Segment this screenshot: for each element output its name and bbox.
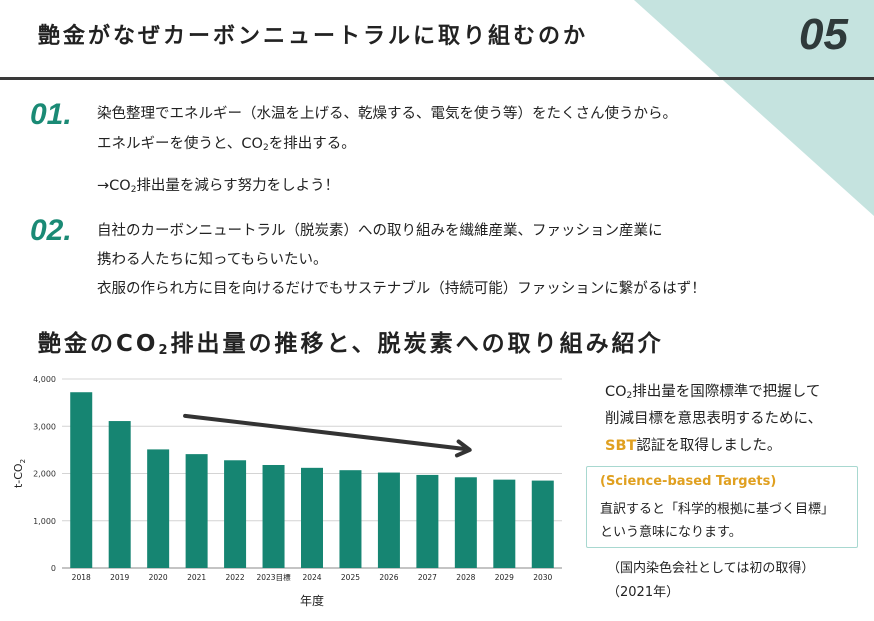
sbt-box-line-1: 直訳すると「科学的根拠に基づく目標」 — [600, 502, 835, 517]
y-tick-label: 1,000 — [33, 517, 56, 526]
x-tick-label: 2023目標 — [256, 572, 291, 582]
side-text-line-2: 削減目標を意思表明するために、 — [605, 411, 823, 427]
x-tick-label: 2030 — [533, 573, 552, 582]
y-tick-label: 4,000 — [33, 375, 56, 384]
x-tick-label: 2021 — [187, 573, 206, 582]
x-tick-label: 2028 — [456, 573, 475, 582]
bar-2021 — [185, 454, 208, 568]
co2-emissions-chart: 0 1,000 2,000 3,000 4,000 2018 2019 2020 2021 202… — [12, 375, 562, 608]
point-02-line-1: 自社のカーボンニュートラル（脱炭素）への取り組みを繊維産業、ファッション産業に — [97, 223, 663, 239]
bar-2025 — [339, 470, 362, 568]
sbt-label: SBT — [605, 438, 637, 454]
bar-2018 — [70, 392, 93, 568]
bar-2023目標 — [262, 464, 285, 568]
point-number-02: 02. — [30, 214, 72, 247]
section-title: 艶金のCO2排出量の推移と、脱炭素への取り組み紹介 — [38, 331, 664, 358]
bar-2027 — [416, 474, 439, 568]
sbt-box-title: (Science-based Targets) — [600, 474, 777, 489]
y-tick-label: 3,000 — [33, 422, 56, 431]
point-01-line-2: エネルギーを使うと、CO2を排出する。 — [97, 136, 356, 153]
sbt-definition-box — [586, 466, 858, 548]
x-tick-label: 2024 — [302, 573, 321, 582]
note-line-1: （国内染色会社としては初の取得） — [607, 561, 815, 576]
point-number-01: 01. — [30, 98, 72, 131]
x-tick-label: 2025 — [341, 573, 360, 582]
page-number: 05 — [799, 10, 848, 59]
point-02-line-2: 携わる人たちに知ってもらいたい。 — [97, 252, 328, 268]
y-axis-label: t-CO2 — [12, 459, 27, 488]
point-01-line-1: 染色整理でエネルギー（水温を上げる、乾燥する、電気を使う等）をたくさん使うから。 — [97, 106, 677, 122]
bar-2022 — [224, 460, 247, 568]
note-line-2: （2021年） — [607, 585, 680, 600]
bar-2020 — [147, 449, 170, 568]
x-tick-label: 2018 — [72, 573, 91, 582]
trend-arrow-shaft — [183, 413, 466, 451]
side-text-line-3: SBT認証を取得しました。 — [605, 438, 782, 454]
point-02-line-3: 衣服の作られ方に目を向けるだけでもサステナブル（持続可能）ファッションに繋がるは… — [97, 281, 706, 297]
header-divider — [0, 77, 874, 80]
bar-2028 — [454, 477, 477, 568]
chart-bars — [70, 392, 554, 568]
y-tick-label: 2,000 — [33, 470, 56, 479]
bar-2030 — [531, 480, 554, 568]
bar-2026 — [377, 472, 400, 568]
x-tick-label: 2020 — [149, 573, 168, 582]
x-tick-label: 2027 — [418, 573, 437, 582]
point-01-line-3: →CO2排出量を減らす努力をしよう！ — [97, 178, 340, 195]
bar-2029 — [493, 479, 516, 568]
corner-decoration — [634, 0, 874, 216]
x-tick-label: 2022 — [226, 573, 245, 582]
sbt-box-line-2: という意味になります。 — [600, 525, 742, 540]
trend-arrow-head — [454, 439, 472, 458]
chart-labels: 0 1,000 2,000 3,000 4,000 2018 2019 2020 2021 202… — [12, 375, 553, 608]
bar-2019 — [108, 421, 131, 568]
x-tick-label: 2026 — [379, 573, 398, 582]
x-tick-label: 2019 — [110, 573, 129, 582]
trend-arrow — [183, 413, 472, 458]
page-title: 艶金がなぜカーボンニュートラルに取り組むのか — [38, 24, 589, 49]
side-text-line-1: CO2排出量を国際標準で把握して — [605, 384, 821, 401]
y-tick-label: 0 — [51, 564, 56, 573]
x-tick-label: 2029 — [495, 573, 514, 582]
x-axis-label: 年度 — [300, 593, 324, 608]
bar-2024 — [301, 467, 323, 568]
chart-grid — [62, 378, 562, 569]
